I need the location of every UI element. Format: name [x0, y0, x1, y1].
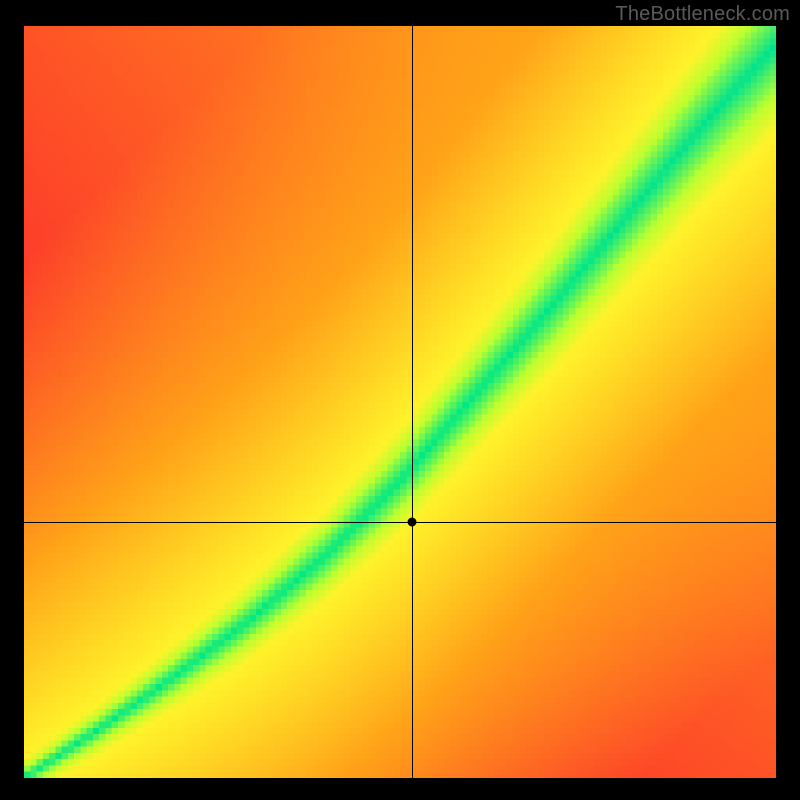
watermark-text: TheBottleneck.com [615, 3, 790, 26]
plot-area [24, 26, 776, 778]
chart-container: TheBottleneck.com [0, 0, 800, 800]
crosshair-vertical [412, 26, 413, 778]
crosshair-horizontal [24, 522, 776, 523]
crosshair-marker [408, 518, 417, 527]
heatmap-canvas [24, 26, 776, 778]
